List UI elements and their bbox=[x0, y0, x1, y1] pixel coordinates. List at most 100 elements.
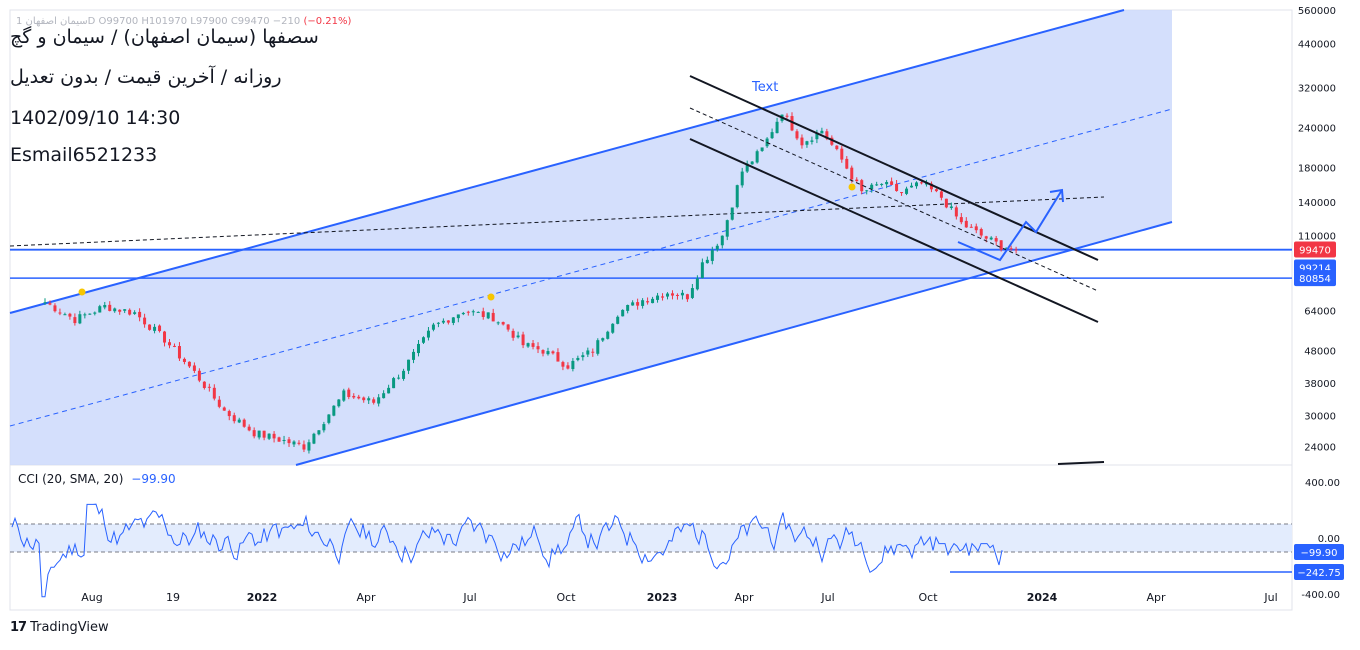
candle-body bbox=[153, 326, 157, 331]
candle-body bbox=[626, 304, 630, 311]
candle-body bbox=[382, 393, 386, 399]
y-tick-label: 560000 bbox=[1298, 6, 1336, 17]
candle-body bbox=[247, 426, 251, 431]
candle-body bbox=[915, 182, 918, 187]
candle-body bbox=[511, 330, 515, 338]
candle-body bbox=[790, 116, 794, 131]
candle-body bbox=[63, 314, 67, 316]
cci-last-badge-label: −99.90 bbox=[1300, 548, 1337, 559]
candle-body bbox=[436, 322, 440, 324]
cci-last-badge bbox=[1294, 543, 1344, 560]
candle-body bbox=[929, 183, 933, 190]
candle-body bbox=[476, 311, 480, 313]
small-trend-segment bbox=[1057, 461, 1105, 465]
candle-body bbox=[770, 132, 774, 139]
candle-body bbox=[192, 365, 196, 371]
candle-body bbox=[880, 183, 884, 185]
candle-body bbox=[616, 316, 620, 324]
candle-body bbox=[755, 151, 759, 163]
candle-body bbox=[342, 390, 346, 401]
ascending-channel-median bbox=[9, 108, 1173, 427]
candle-body bbox=[924, 182, 928, 185]
candle-body bbox=[143, 317, 147, 325]
candle-body bbox=[939, 191, 943, 198]
candle-body bbox=[222, 407, 226, 411]
candle-body bbox=[666, 293, 669, 297]
candle-body bbox=[491, 312, 495, 322]
candle-body bbox=[651, 298, 655, 304]
candle-body bbox=[227, 411, 231, 417]
candle-body bbox=[994, 238, 998, 242]
marker-dot bbox=[78, 288, 86, 296]
candle-body bbox=[670, 293, 674, 296]
candle-body bbox=[855, 179, 859, 182]
candle-body bbox=[820, 130, 824, 134]
ascending-channel-fill bbox=[10, 10, 1172, 465]
candle-body bbox=[237, 419, 241, 423]
candle-body bbox=[576, 357, 580, 361]
candle-body bbox=[606, 331, 610, 339]
candle-body bbox=[426, 330, 430, 338]
candle-body bbox=[830, 137, 834, 145]
ohlc-change: (−0.21%) bbox=[303, 16, 352, 27]
cci-mark-badge-label: −242.75 bbox=[1297, 568, 1340, 579]
x-tick-label: Jul bbox=[462, 591, 476, 604]
candle-body bbox=[277, 437, 281, 442]
candle-body bbox=[113, 308, 117, 312]
y-tick-label: 240000 bbox=[1298, 123, 1336, 134]
chart-subtitle: روزانه / آخرین قیمت / بدون تعدیل bbox=[10, 66, 282, 88]
candle-body bbox=[43, 302, 47, 304]
candle-body bbox=[133, 312, 137, 314]
chart-author: Esmail6521233 bbox=[10, 144, 158, 166]
candle-body bbox=[551, 351, 555, 354]
candle-body bbox=[944, 198, 948, 208]
candle-body bbox=[202, 381, 206, 388]
y-tick-label: 24000 bbox=[1304, 442, 1336, 453]
x-tick-label: Aug bbox=[81, 591, 102, 604]
cci-title: CCI (20, SMA, 20) bbox=[18, 472, 124, 486]
candle-body bbox=[989, 237, 993, 240]
y-tick-label: 30000 bbox=[1304, 412, 1336, 423]
candle-body bbox=[800, 137, 804, 146]
candle-body bbox=[163, 331, 167, 343]
cci-tick-label: 0.00 bbox=[1318, 534, 1340, 545]
candle-body bbox=[561, 362, 565, 367]
candle-body bbox=[556, 352, 560, 362]
candle-body bbox=[964, 220, 968, 228]
chart-datetime: 1402/09/10 14:30 bbox=[10, 107, 181, 129]
candle-body bbox=[108, 304, 112, 311]
candle-body bbox=[461, 312, 465, 315]
tradingview-logo[interactable]: 𝟭𝟳 TradingView bbox=[10, 620, 109, 635]
candle-body bbox=[123, 309, 127, 311]
candle-body bbox=[182, 358, 186, 362]
candle-body bbox=[621, 309, 625, 317]
candle-body bbox=[760, 147, 764, 151]
projected-arrow-head bbox=[1049, 188, 1064, 203]
y-tick-label: 440000 bbox=[1298, 39, 1336, 50]
candle-body bbox=[252, 430, 256, 437]
x-tick-label: Apr bbox=[356, 591, 376, 604]
candle-body bbox=[720, 235, 724, 246]
candle-body bbox=[282, 439, 286, 441]
candle-body bbox=[775, 121, 779, 134]
descending-channel-upper bbox=[689, 75, 1099, 261]
cci-mark-badge bbox=[1294, 563, 1344, 580]
candle-body bbox=[387, 387, 391, 394]
candle-body bbox=[680, 292, 684, 296]
time-axis: Aug 19 2022 Apr Jul Oct 2023 Apr Jul Oct 2024 Apr Ju… bbox=[81, 591, 1277, 604]
candle-body bbox=[412, 351, 416, 360]
candle-body bbox=[367, 398, 371, 401]
candle-body bbox=[919, 182, 923, 184]
candles bbox=[43, 112, 1018, 454]
candle-body bbox=[611, 323, 615, 333]
candle-body bbox=[979, 229, 983, 236]
candle-body bbox=[890, 181, 894, 185]
cci-legend[interactable]: CCI (20, SMA, 20) −99.90 bbox=[18, 472, 176, 486]
candle-body bbox=[571, 360, 575, 370]
candle-body bbox=[934, 189, 938, 192]
x-tick-label: Oct bbox=[918, 591, 938, 604]
candle-body bbox=[581, 355, 585, 358]
candle-body bbox=[232, 415, 236, 422]
candle-body bbox=[954, 207, 958, 217]
